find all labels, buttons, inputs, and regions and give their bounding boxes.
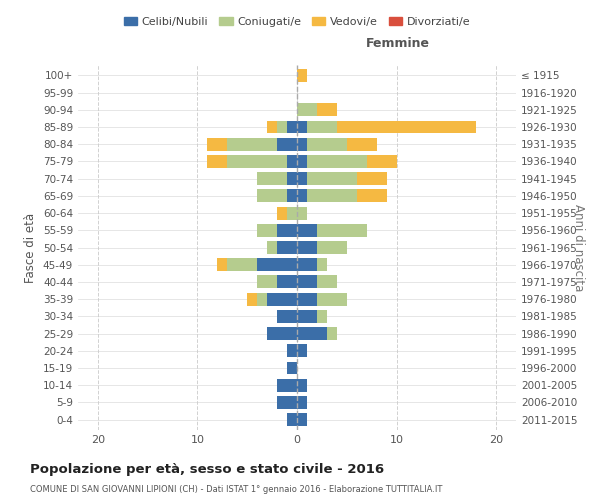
Bar: [287, 413, 297, 426]
Bar: [287, 362, 297, 374]
Bar: [227, 258, 257, 271]
Bar: [297, 292, 317, 306]
Bar: [297, 344, 307, 358]
Bar: [287, 190, 297, 202]
Bar: [297, 206, 307, 220]
Bar: [257, 292, 267, 306]
Bar: [317, 224, 367, 236]
Bar: [317, 292, 347, 306]
Bar: [297, 224, 317, 236]
Bar: [297, 276, 317, 288]
Bar: [297, 258, 317, 271]
Bar: [357, 172, 386, 185]
Bar: [297, 413, 307, 426]
Bar: [317, 276, 337, 288]
Y-axis label: Fasce di età: Fasce di età: [25, 212, 37, 282]
Bar: [307, 138, 347, 150]
Bar: [277, 206, 287, 220]
Bar: [317, 258, 327, 271]
Bar: [297, 155, 307, 168]
Bar: [347, 138, 377, 150]
Bar: [297, 396, 307, 409]
Bar: [227, 138, 277, 150]
Bar: [297, 190, 307, 202]
Legend: Celibi/Nubili, Coniugati/e, Vedovi/e, Divorziati/e: Celibi/Nubili, Coniugati/e, Vedovi/e, Di…: [119, 12, 475, 31]
Text: Popolazione per età, sesso e stato civile - 2016: Popolazione per età, sesso e stato civil…: [30, 462, 384, 475]
Bar: [297, 69, 307, 82]
Bar: [277, 276, 297, 288]
Bar: [297, 138, 307, 150]
Bar: [277, 241, 297, 254]
Bar: [317, 310, 327, 323]
Bar: [208, 138, 227, 150]
Bar: [307, 190, 357, 202]
Bar: [257, 172, 287, 185]
Bar: [277, 224, 297, 236]
Bar: [287, 120, 297, 134]
Y-axis label: Anni di nascita: Anni di nascita: [572, 204, 584, 291]
Bar: [307, 120, 337, 134]
Bar: [277, 396, 297, 409]
Bar: [357, 190, 386, 202]
Bar: [257, 190, 287, 202]
Bar: [297, 310, 317, 323]
Bar: [297, 379, 307, 392]
Bar: [257, 224, 277, 236]
Bar: [267, 120, 277, 134]
Bar: [307, 155, 367, 168]
Bar: [297, 120, 307, 134]
Bar: [208, 155, 227, 168]
Bar: [367, 155, 397, 168]
Bar: [277, 138, 297, 150]
Bar: [297, 327, 327, 340]
Bar: [307, 172, 357, 185]
Text: COMUNE DI SAN GIOVANNI LIPIONI (CH) - Dati ISTAT 1° gennaio 2016 - Elaborazione : COMUNE DI SAN GIOVANNI LIPIONI (CH) - Da…: [30, 485, 442, 494]
Bar: [267, 327, 297, 340]
Bar: [297, 104, 317, 116]
Bar: [217, 258, 227, 271]
Bar: [317, 104, 337, 116]
Bar: [297, 241, 317, 254]
Bar: [337, 120, 476, 134]
Bar: [267, 292, 297, 306]
Bar: [317, 241, 347, 254]
Bar: [327, 327, 337, 340]
Bar: [257, 258, 297, 271]
Bar: [267, 241, 277, 254]
Bar: [287, 206, 297, 220]
Bar: [287, 155, 297, 168]
Bar: [297, 172, 307, 185]
Text: Femmine: Femmine: [366, 38, 430, 51]
Bar: [257, 276, 277, 288]
Bar: [287, 344, 297, 358]
Bar: [277, 120, 287, 134]
Bar: [277, 310, 297, 323]
Bar: [247, 292, 257, 306]
Bar: [277, 379, 297, 392]
Bar: [287, 172, 297, 185]
Bar: [227, 155, 287, 168]
